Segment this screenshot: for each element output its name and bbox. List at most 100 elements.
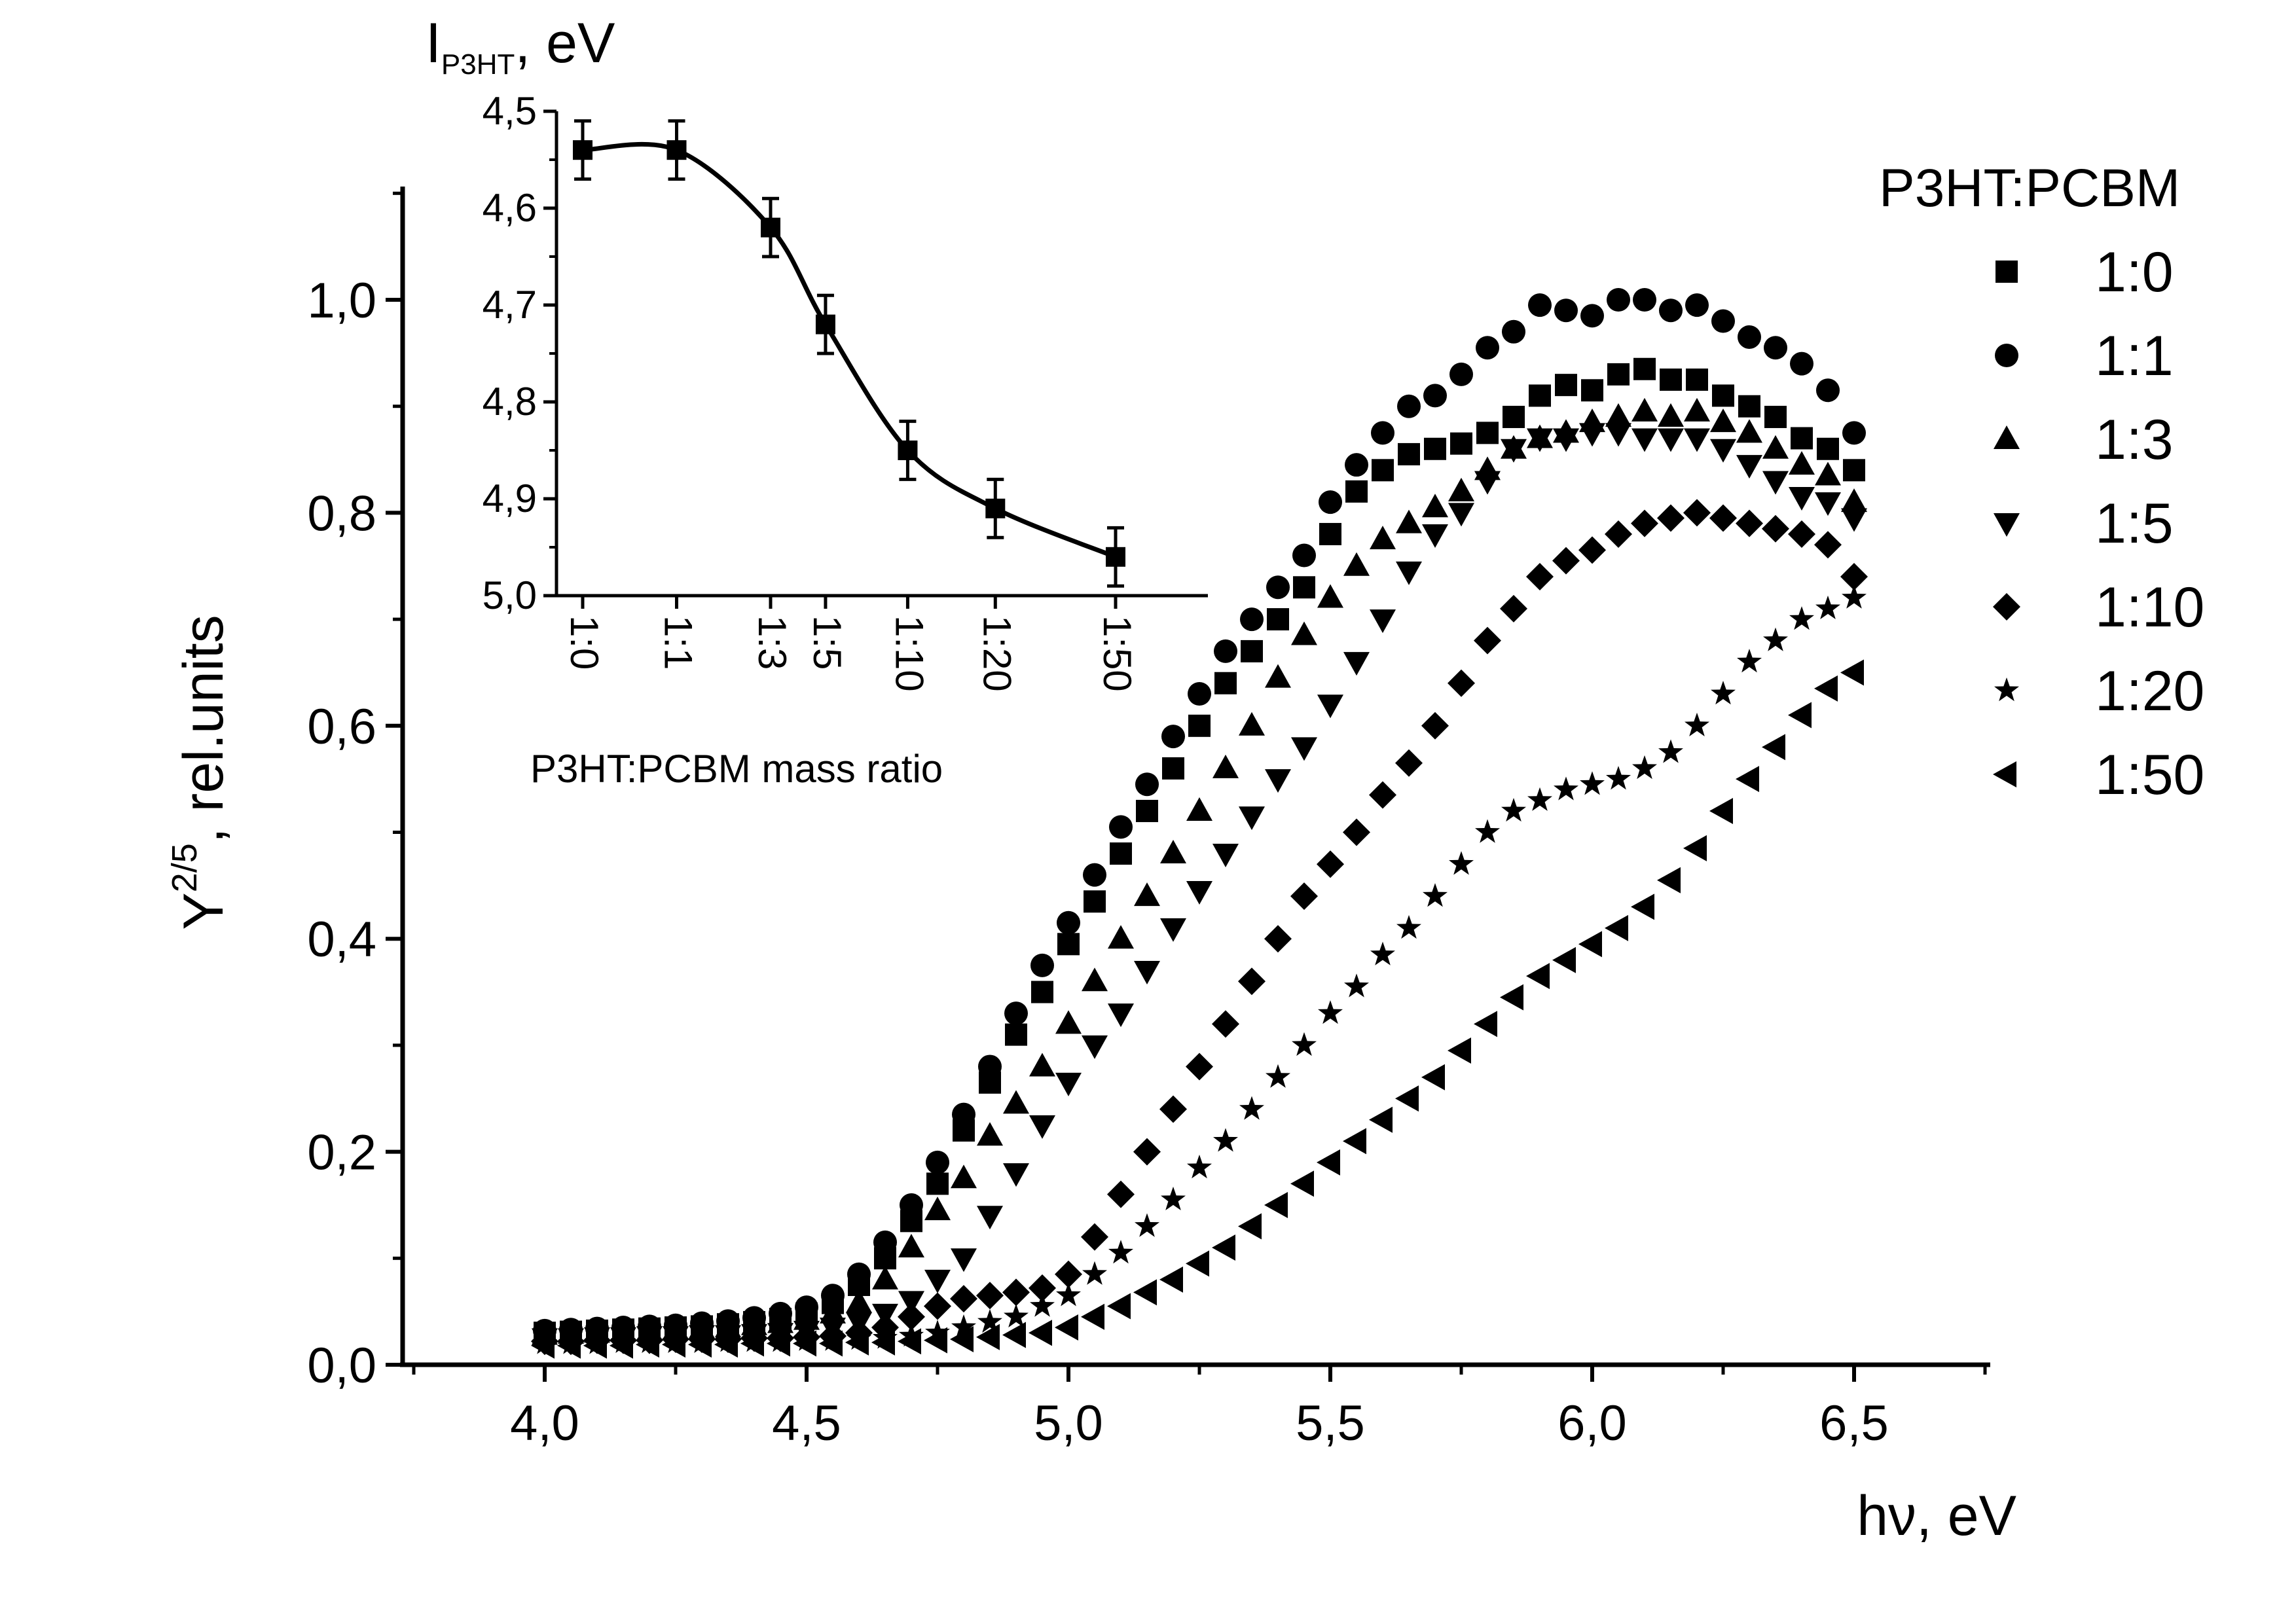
data-point (1631, 428, 1658, 452)
data-point (1421, 712, 1449, 740)
data-point (1370, 526, 1396, 550)
series-1-5 (532, 423, 1867, 1352)
legend-label: 1:3 (2095, 408, 2174, 471)
data-point (1450, 432, 1472, 455)
data-point (1685, 293, 1709, 317)
data-point (1815, 492, 1841, 516)
data-point (1527, 428, 1553, 452)
data-point (924, 1197, 951, 1221)
data-point (1029, 1115, 1055, 1139)
legend-entry: 1:50 (1993, 744, 2204, 806)
data-point (1736, 455, 1762, 479)
x-tick-label: 5,0 (1034, 1396, 1103, 1451)
data-point (1526, 563, 1554, 591)
y-tick-label: 0,0 (307, 1338, 376, 1394)
data-point (1108, 925, 1134, 949)
data-point (1684, 428, 1710, 452)
data-point (1161, 725, 1185, 749)
inset-y-title-rest: , eV (515, 12, 615, 75)
legend-label: 1:10 (2095, 576, 2204, 639)
data-point (1292, 1032, 1317, 1056)
inset-square-marker (1105, 547, 1125, 567)
data-point (1422, 524, 1448, 548)
main-axes (400, 187, 1990, 1367)
data-point (1605, 914, 1628, 941)
data-point (1763, 627, 1788, 651)
data-point (1317, 1149, 1340, 1176)
data-point (1526, 963, 1550, 990)
data-point (1632, 755, 1657, 780)
data-point (1476, 422, 1499, 444)
data-point (1212, 1235, 1235, 1261)
y-axis-title: Y2/5, rel.units (165, 615, 235, 929)
data-point (1500, 984, 1523, 1011)
data-point (976, 1282, 1004, 1310)
inset-y-tick-label: 4,7 (483, 283, 537, 327)
data-point (1528, 293, 1552, 317)
data-point (1212, 754, 1239, 778)
data-point (1449, 851, 1474, 875)
inset-x-tick-label: 1:1 (657, 615, 701, 670)
data-point (926, 1150, 949, 1174)
data-point (1841, 508, 1867, 532)
data-point (1633, 357, 1656, 380)
data-point (1108, 1240, 1133, 1264)
x-axis-title: hν, eV (1857, 1485, 2016, 1547)
data-point (1240, 607, 1264, 632)
data-point (1578, 536, 1606, 564)
data-point (1710, 439, 1736, 463)
data-point (1554, 298, 1578, 323)
data-point (1030, 953, 1054, 977)
data-point (1685, 712, 1709, 736)
data-point (1474, 471, 1501, 495)
data-point (1186, 1250, 1209, 1277)
data-point (1736, 509, 1763, 537)
data-point (1815, 595, 1840, 620)
data-point (1814, 531, 1842, 559)
legend-marker (1995, 344, 2018, 367)
inset-points (573, 119, 1125, 588)
data-point (1660, 369, 1682, 391)
data-point (1502, 319, 1525, 344)
data-point (1711, 680, 1736, 705)
data-point (1133, 1138, 1161, 1166)
data-point (1423, 384, 1447, 408)
data-point (1738, 325, 1761, 349)
data-point (847, 1262, 871, 1286)
inset-square-marker (761, 217, 781, 238)
data-point (900, 1193, 923, 1217)
inset-y-tick-label: 4,6 (483, 186, 537, 230)
data-point (1554, 776, 1578, 801)
data-point (1421, 1064, 1445, 1090)
data-point (951, 1164, 977, 1189)
data-point (1788, 520, 1815, 548)
y-axis-title-main: Y (172, 892, 235, 929)
data-point (1448, 503, 1474, 527)
data-point (1187, 1155, 1212, 1179)
data-point (1657, 504, 1685, 532)
data-point (1319, 490, 1342, 514)
data-point (1239, 1096, 1264, 1120)
data-point (1737, 649, 1762, 673)
y-tick-label: 0,8 (307, 486, 376, 541)
data-point (1762, 734, 1785, 761)
legend-label: 1:20 (2095, 660, 2204, 723)
legend-label: 1:50 (2095, 744, 2204, 806)
data-point (1055, 1072, 1082, 1096)
data-point (1186, 880, 1212, 905)
data-point (1555, 374, 1577, 397)
legend-marker (1994, 677, 2019, 702)
data-point (1133, 1279, 1157, 1306)
data-point (1212, 1010, 1239, 1038)
data-point (1683, 835, 1707, 861)
data-point (1474, 626, 1501, 655)
data-point (1266, 575, 1290, 600)
data-point (1002, 1278, 1030, 1307)
data-point (1029, 1320, 1052, 1346)
data-point (1135, 1213, 1159, 1237)
data-point (1292, 543, 1316, 568)
data-point (1108, 1003, 1134, 1028)
data-point (1815, 461, 1841, 486)
data-point (1501, 439, 1527, 463)
